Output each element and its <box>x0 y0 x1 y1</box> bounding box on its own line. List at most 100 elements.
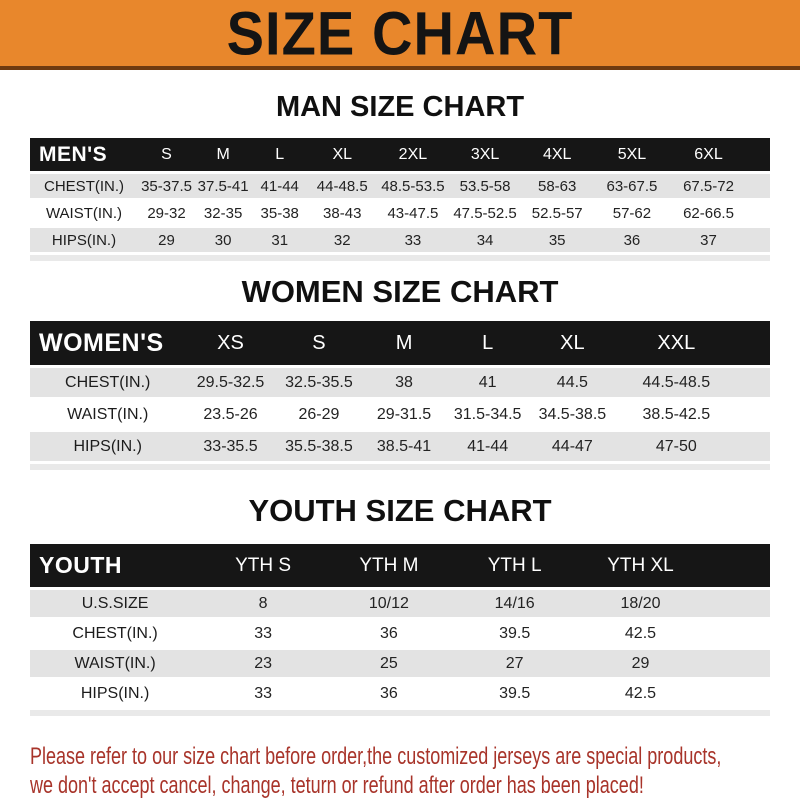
size-value-cell: 35-37.5 <box>141 177 192 195</box>
size-value-cell: 33 <box>404 231 422 249</box>
size-chart-banner: SIZE CHART <box>0 0 800 70</box>
size-value-cell: 41-44 <box>467 437 509 455</box>
size-value-cell: 23.5-26 <box>203 405 258 423</box>
size-value-cell: 34.5-38.5 <box>538 405 607 423</box>
col-header: 2XL <box>398 145 428 163</box>
table-row: CHEST(IN.) 35-37.5 37.5-41 41-44 44-48.5 48.5… <box>30 174 770 198</box>
size-value-cell: 32-35 <box>203 204 243 222</box>
size-value-cell: 26-29 <box>298 405 340 423</box>
col-header: YTH S <box>235 554 292 576</box>
table-row: WAIST(IN.) 23 25 27 29 <box>30 650 770 677</box>
table-row: WAIST(IN.) 29-32 32-35 35-38 38-43 43-47.5 47.… <box>30 201 770 225</box>
footer-disclaimer-line2: we don't accept cancel, change, teturn o… <box>30 772 644 799</box>
row-label: HIPS(IN.) <box>80 684 150 702</box>
size-value-cell: 36 <box>379 684 398 702</box>
table-title-cell: YOUTH <box>39 552 122 578</box>
size-value-cell: 47-50 <box>655 437 697 455</box>
size-value-cell: 25 <box>379 654 398 672</box>
col-header: XS <box>217 331 244 354</box>
size-value-cell: 35.5-38.5 <box>285 437 353 455</box>
row-label: WAIST(IN.) <box>67 405 149 423</box>
banner-title: SIZE CHART <box>226 0 574 68</box>
man-section-heading: MAN SIZE CHART <box>275 91 525 123</box>
size-value-cell: 38.5-42.5 <box>642 405 711 423</box>
table-row: HIPS(IN.) 33 36 39.5 42.5 <box>30 680 770 707</box>
size-value-cell: 34 <box>476 231 494 249</box>
size-value-cell: 67.5-72 <box>683 177 734 195</box>
col-header: 5XL <box>617 145 647 163</box>
size-value-cell: 29 <box>631 654 650 672</box>
size-value-cell: 29.5-32.5 <box>196 373 265 391</box>
youth-size-table: YOUTH YTH S YTH M YTH L YTH XL U.S.SIZE 8 10/12… <box>30 544 770 707</box>
col-header: YTH M <box>359 554 419 576</box>
size-value-cell: 44.5 <box>556 373 588 391</box>
size-value-cell: 52.5-57 <box>531 204 583 222</box>
size-value-cell: 39.5 <box>499 624 531 642</box>
size-value-cell: 57-62 <box>612 204 652 222</box>
size-value-cell: 37.5-41 <box>197 177 249 195</box>
size-value-cell: 35-38 <box>260 204 299 222</box>
row-label: U.S.SIZE <box>81 594 149 612</box>
col-header: L <box>275 145 285 163</box>
size-value-cell: 29 <box>158 231 175 249</box>
col-header: XL <box>332 145 353 163</box>
table-title-cell: WOMEN'S <box>39 328 164 357</box>
col-header: S <box>312 331 326 354</box>
size-value-cell: 33-35.5 <box>203 437 258 455</box>
size-value-cell: 41 <box>478 373 497 391</box>
row-label: HIPS(IN.) <box>51 231 117 249</box>
size-value-cell: 62-66.5 <box>683 204 734 222</box>
size-value-cell: 35 <box>548 231 566 249</box>
size-value-cell: 30 <box>214 231 232 249</box>
table-row: HIPS(IN.) 33-35.5 35.5-38.5 38.5-41 41-44 44-… <box>30 432 770 461</box>
size-value-cell: 47.5-52.5 <box>453 204 517 222</box>
size-value-cell: 33 <box>254 684 272 702</box>
size-value-cell: 27 <box>505 654 524 672</box>
col-header: YTH XL <box>607 554 674 576</box>
row-label: CHEST(IN.) <box>72 624 158 642</box>
size-value-cell: 32 <box>333 231 351 249</box>
size-value-cell: 37 <box>700 231 717 249</box>
size-value-cell: 18/20 <box>620 594 661 612</box>
size-value-cell: 63-67.5 <box>606 177 658 195</box>
size-value-cell: 29-31.5 <box>376 405 432 423</box>
size-value-cell: 44.5-48.5 <box>642 373 711 391</box>
size-value-cell: 38-43 <box>323 204 362 222</box>
mens-table-bottom-strip <box>30 255 770 261</box>
size-value-cell: 38 <box>395 373 413 391</box>
size-value-cell: 29-32 <box>147 204 186 222</box>
table-row: HIPS(IN.) 29 30 31 32 33 34 35 36 37 <box>30 228 770 252</box>
size-value-cell: 8 <box>258 594 268 612</box>
size-value-cell: 58-63 <box>538 177 577 195</box>
size-value-cell: 38.5-41 <box>376 437 432 455</box>
youth-section-heading: YOUTH SIZE CHART <box>248 493 552 528</box>
table-header-row: WOMEN'S XS S M L XL XXL <box>30 321 770 365</box>
col-header: 3XL <box>470 145 500 163</box>
table-row: CHEST(IN.) 33 36 39.5 42.5 <box>30 620 770 647</box>
footer-disclaimer: Please refer to our size chart before or… <box>30 742 800 800</box>
col-header: M <box>216 145 230 163</box>
row-label: CHEST(IN.) <box>65 373 151 391</box>
row-label: WAIST(IN.) <box>74 654 156 672</box>
size-value-cell: 36 <box>623 231 641 249</box>
womens-table-bottom-strip <box>30 464 770 470</box>
col-header: XL <box>560 331 585 354</box>
table-row: WAIST(IN.) 23.5-26 26-29 29-31.5 31.5-34.5 34… <box>30 400 770 429</box>
table-row: CHEST(IN.) 29.5-32.5 32.5-35.5 38 41 44.5 44.5… <box>30 368 770 397</box>
size-value-cell: 39.5 <box>499 684 531 702</box>
size-value-cell: 48.5-53.5 <box>381 177 445 195</box>
footer-disclaimer-line1: Please refer to our size chart before or… <box>30 743 722 770</box>
size-value-cell: 44-48.5 <box>316 177 368 195</box>
size-value-cell: 36 <box>379 624 398 642</box>
col-header: M <box>395 331 413 354</box>
size-value-cell: 44-47 <box>551 437 593 455</box>
row-label: WAIST(IN.) <box>45 204 123 222</box>
table-row: U.S.SIZE 8 10/12 14/16 18/20 <box>30 590 770 617</box>
table-title-cell: MEN'S <box>39 142 108 166</box>
table-header-row: YOUTH YTH S YTH M YTH L YTH XL <box>30 544 770 587</box>
womens-size-table: WOMEN'S XS S M L XL XXL CHEST(IN.) 29.5-32.5 32.5… <box>30 321 770 461</box>
youth-table-bottom-strip <box>30 710 770 716</box>
size-value-cell: 14/16 <box>494 594 535 612</box>
size-value-cell: 33 <box>254 624 272 642</box>
size-value-cell: 41-44 <box>260 177 299 195</box>
